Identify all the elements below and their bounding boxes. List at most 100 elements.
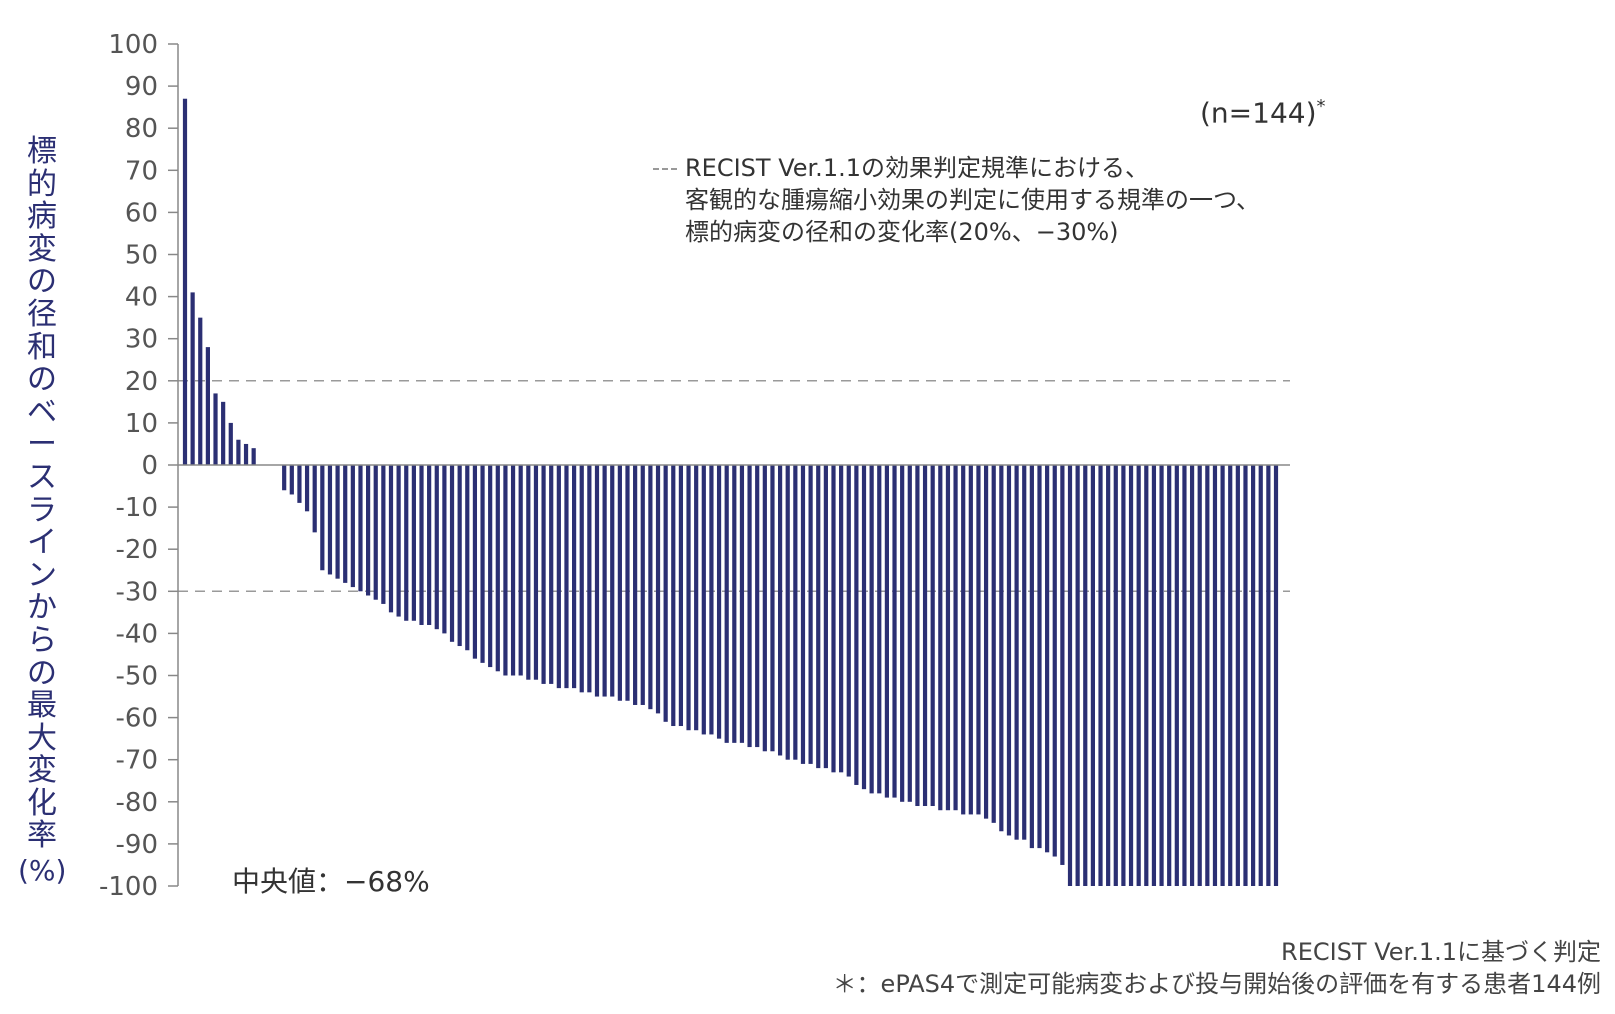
bar-101 <box>945 465 951 811</box>
bar-93 <box>884 465 889 798</box>
y-tick-label-70: 70 <box>125 156 158 186</box>
bar-141 <box>1251 465 1256 886</box>
bar-108 <box>999 465 1004 832</box>
bar-73 <box>732 465 737 743</box>
sample-size-label: (n=144)* <box>1200 96 1326 130</box>
bar-47 <box>533 465 539 680</box>
bar-86 <box>831 465 836 773</box>
bar-25 <box>366 465 371 596</box>
bar-52 <box>572 465 577 689</box>
bar-38 <box>465 465 470 651</box>
bar-21 <box>335 465 340 579</box>
bar-126 <box>1136 465 1141 886</box>
bar-63 <box>655 465 661 714</box>
bar-69 <box>701 465 706 735</box>
bar-144 <box>1273 465 1279 886</box>
dashed-line-icon <box>653 168 677 170</box>
y-tick-label-90: 90 <box>125 72 158 102</box>
bar-98 <box>922 465 928 807</box>
bar-18 <box>312 465 317 533</box>
bar-115 <box>1052 465 1057 857</box>
bar-97 <box>915 465 920 807</box>
bar-114 <box>1045 465 1050 853</box>
y-tick-label--80: -80 <box>116 788 158 818</box>
bar-125 <box>1128 465 1134 886</box>
bar-66 <box>678 465 684 727</box>
bar-39 <box>472 465 478 659</box>
bar-37 <box>457 465 462 647</box>
bar-49 <box>549 465 554 684</box>
bar-128 <box>1151 465 1157 886</box>
bar-82 <box>800 465 806 764</box>
bar-31 <box>411 465 416 621</box>
bar-26 <box>373 465 378 600</box>
bar-43 <box>503 465 508 676</box>
bar-81 <box>793 465 798 760</box>
bar-80 <box>785 465 790 760</box>
bar-75 <box>747 465 752 748</box>
bar-40 <box>480 465 485 663</box>
y-tick-label--50: -50 <box>116 662 158 692</box>
bar-58 <box>617 465 622 701</box>
bar-5 <box>213 393 218 465</box>
bar-138 <box>1228 465 1233 886</box>
bar-35 <box>442 465 447 634</box>
bar-77 <box>762 465 767 752</box>
bar-23 <box>350 465 355 588</box>
bar-96 <box>907 465 912 802</box>
bar-56 <box>602 465 607 697</box>
bar-3 <box>198 317 203 465</box>
bar-91 <box>869 465 874 794</box>
y-tick-label-60: 60 <box>125 198 158 228</box>
bar-130 <box>1167 465 1172 886</box>
y-tick-label-80: 80 <box>125 114 158 144</box>
bar-46 <box>526 465 531 680</box>
bar-137 <box>1220 465 1225 886</box>
bar-112 <box>1029 465 1034 849</box>
bar-99 <box>930 465 935 807</box>
bar-65 <box>671 465 676 727</box>
y-tick-label--70: -70 <box>116 746 158 776</box>
bar-45 <box>518 465 523 676</box>
bar-89 <box>854 465 859 785</box>
bar-124 <box>1121 465 1126 886</box>
bar-83 <box>808 465 813 764</box>
bar-122 <box>1106 465 1111 886</box>
y-axis <box>168 43 1290 887</box>
bar-85 <box>823 465 828 769</box>
bar-136 <box>1212 465 1218 886</box>
bar-51 <box>564 465 569 689</box>
bar-90 <box>861 465 867 790</box>
bar-48 <box>541 465 546 684</box>
bar-107 <box>991 465 996 823</box>
bar-15 <box>289 465 294 495</box>
y-tick-label-20: 20 <box>125 367 158 397</box>
reference-line-legend: RECIST Ver.1.1の効果判定規準における、 客観的な腫瘍縮小効果の判定… <box>653 152 1260 248</box>
median-label: 中央値：−68% <box>232 865 430 898</box>
bar-1 <box>182 98 188 465</box>
bar-17 <box>304 465 310 512</box>
bar-54 <box>587 465 592 693</box>
bars <box>182 98 1279 886</box>
bar-2 <box>190 292 195 465</box>
bar-50 <box>556 465 561 689</box>
y-axis-label: 標的病変の径和のベースラインからの最大変化率 (%) <box>18 134 67 888</box>
bar-102 <box>953 465 958 811</box>
bar-129 <box>1159 465 1164 886</box>
bar-24 <box>358 465 363 592</box>
bar-74 <box>739 465 745 743</box>
bar-143 <box>1266 465 1271 886</box>
y-tick-labels: 1009080706050403020100-10-20-30-40-50-60… <box>99 30 158 902</box>
bar-59 <box>625 465 630 701</box>
legend-line-3: 標的病変の径和の変化率(20%、−30%) <box>685 218 1119 246</box>
bar-132 <box>1182 465 1187 886</box>
bar-95 <box>900 465 905 802</box>
reference-lines <box>178 380 1290 593</box>
bar-72 <box>724 465 729 743</box>
asterisk-mark: * <box>1316 96 1326 117</box>
bar-127 <box>1144 465 1149 886</box>
bar-62 <box>648 465 653 710</box>
bar-94 <box>892 465 897 798</box>
bar-61 <box>640 465 645 705</box>
